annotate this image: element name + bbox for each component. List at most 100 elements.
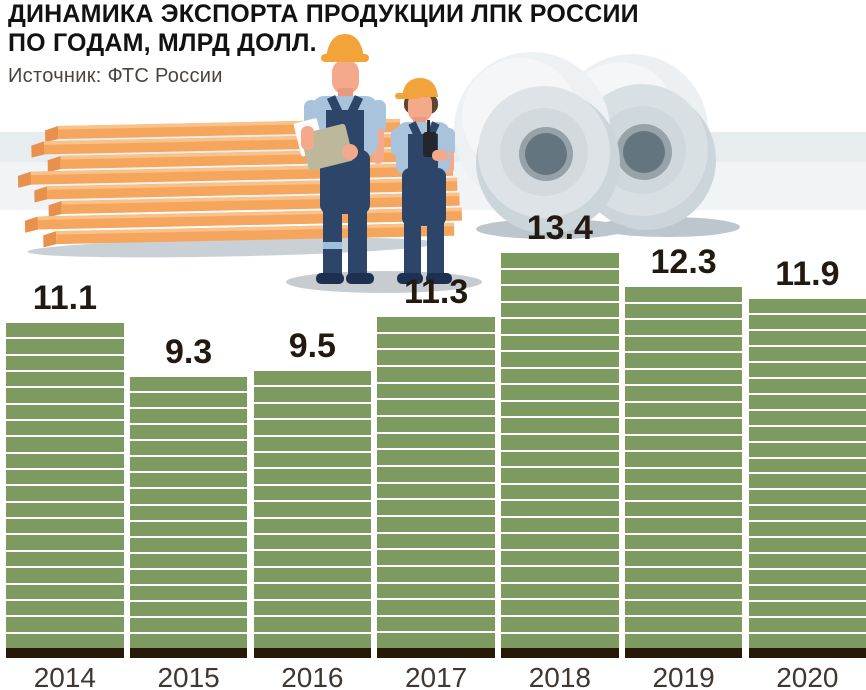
bar-planks — [377, 317, 495, 649]
plank — [6, 453, 124, 469]
plank — [624, 567, 743, 582]
plank — [624, 485, 743, 500]
plank — [377, 333, 495, 349]
plank — [253, 485, 372, 501]
plank — [624, 303, 743, 318]
plank — [748, 618, 866, 633]
plank — [501, 617, 619, 632]
plank — [253, 371, 372, 386]
plank — [624, 633, 743, 648]
plank — [501, 335, 619, 351]
plank — [6, 519, 124, 534]
plank — [748, 330, 866, 345]
page-title-line2: ПО ГОДАМ, МЛРД ДОЛЛ. — [8, 29, 317, 57]
plank — [129, 425, 248, 440]
plank — [624, 584, 743, 599]
plank — [748, 602, 866, 617]
plank — [253, 502, 372, 517]
plank — [253, 600, 372, 616]
plank — [129, 521, 248, 536]
plank — [501, 484, 619, 500]
bar-value-label: 11.3 — [403, 273, 469, 311]
plank — [624, 419, 743, 434]
plank — [501, 501, 619, 516]
plank — [6, 323, 124, 338]
bar-year-label: 2014 — [33, 662, 96, 690]
plank — [129, 393, 248, 408]
plank — [501, 302, 619, 318]
plank — [377, 400, 495, 415]
plank — [748, 570, 866, 585]
plank — [501, 352, 619, 367]
plank — [377, 616, 495, 632]
bar-planks — [501, 253, 619, 649]
bar-planks — [129, 377, 248, 649]
plank — [748, 378, 866, 393]
plank — [624, 518, 743, 533]
bar-base-strip — [377, 648, 495, 658]
bar-year-label: 2016 — [281, 662, 344, 690]
plank — [129, 553, 248, 568]
plank — [624, 600, 743, 615]
plank — [377, 516, 495, 532]
plank — [377, 566, 495, 582]
plank — [129, 505, 248, 520]
plank — [6, 470, 124, 485]
plank — [6, 404, 124, 420]
plank — [129, 585, 248, 600]
plank — [501, 435, 619, 450]
plank — [748, 586, 866, 601]
bar-planks — [253, 371, 372, 648]
bar-year-label: 2020 — [776, 662, 839, 690]
plank — [748, 490, 866, 505]
plank — [748, 554, 866, 569]
plank — [748, 538, 866, 553]
bar-value-label: 12.3 — [650, 243, 717, 281]
plank — [6, 617, 124, 632]
plank — [748, 474, 866, 489]
plank — [748, 506, 866, 521]
plank — [377, 416, 495, 432]
plank — [6, 568, 124, 583]
plank — [377, 533, 495, 549]
plank — [253, 420, 372, 435]
bar-planks — [624, 287, 743, 648]
plank — [501, 286, 619, 301]
plank — [6, 535, 124, 550]
plank — [748, 458, 866, 473]
bar-group: 11.1 2014 — [6, 279, 124, 690]
plank — [748, 634, 866, 648]
plank — [624, 501, 743, 516]
plank — [377, 466, 495, 482]
bar-group: 11.9 2020 — [748, 255, 866, 690]
plank — [377, 500, 495, 515]
plank — [624, 468, 743, 483]
plank — [748, 426, 866, 441]
header: ДИНАМИКА ЭКСПОРТА ПРОДУКЦИИ ЛПК РОССИИ П… — [8, 0, 639, 87]
plank — [377, 450, 495, 465]
plank — [129, 473, 248, 488]
plank — [501, 633, 619, 649]
bar-group: 9.5 2016 — [253, 327, 372, 690]
plank — [748, 442, 866, 457]
plank — [253, 584, 372, 599]
plank — [748, 299, 866, 313]
plank — [501, 600, 619, 616]
plank — [501, 550, 619, 566]
plank — [253, 633, 372, 648]
bar-planks — [748, 299, 866, 648]
plank — [624, 402, 743, 417]
plank — [501, 401, 619, 417]
page-title-line1: ДИНАМИКА ЭКСПОРТА ПРОДУКЦИИ ЛПК РОССИИ — [8, 0, 639, 28]
plank — [253, 387, 372, 402]
plank — [377, 350, 495, 365]
plank — [253, 403, 372, 419]
plank — [377, 600, 495, 615]
source-caption: Источник: ФТС России — [8, 65, 223, 87]
plank — [624, 435, 743, 450]
plank — [6, 421, 124, 436]
plank — [6, 437, 124, 452]
plank — [624, 369, 743, 384]
